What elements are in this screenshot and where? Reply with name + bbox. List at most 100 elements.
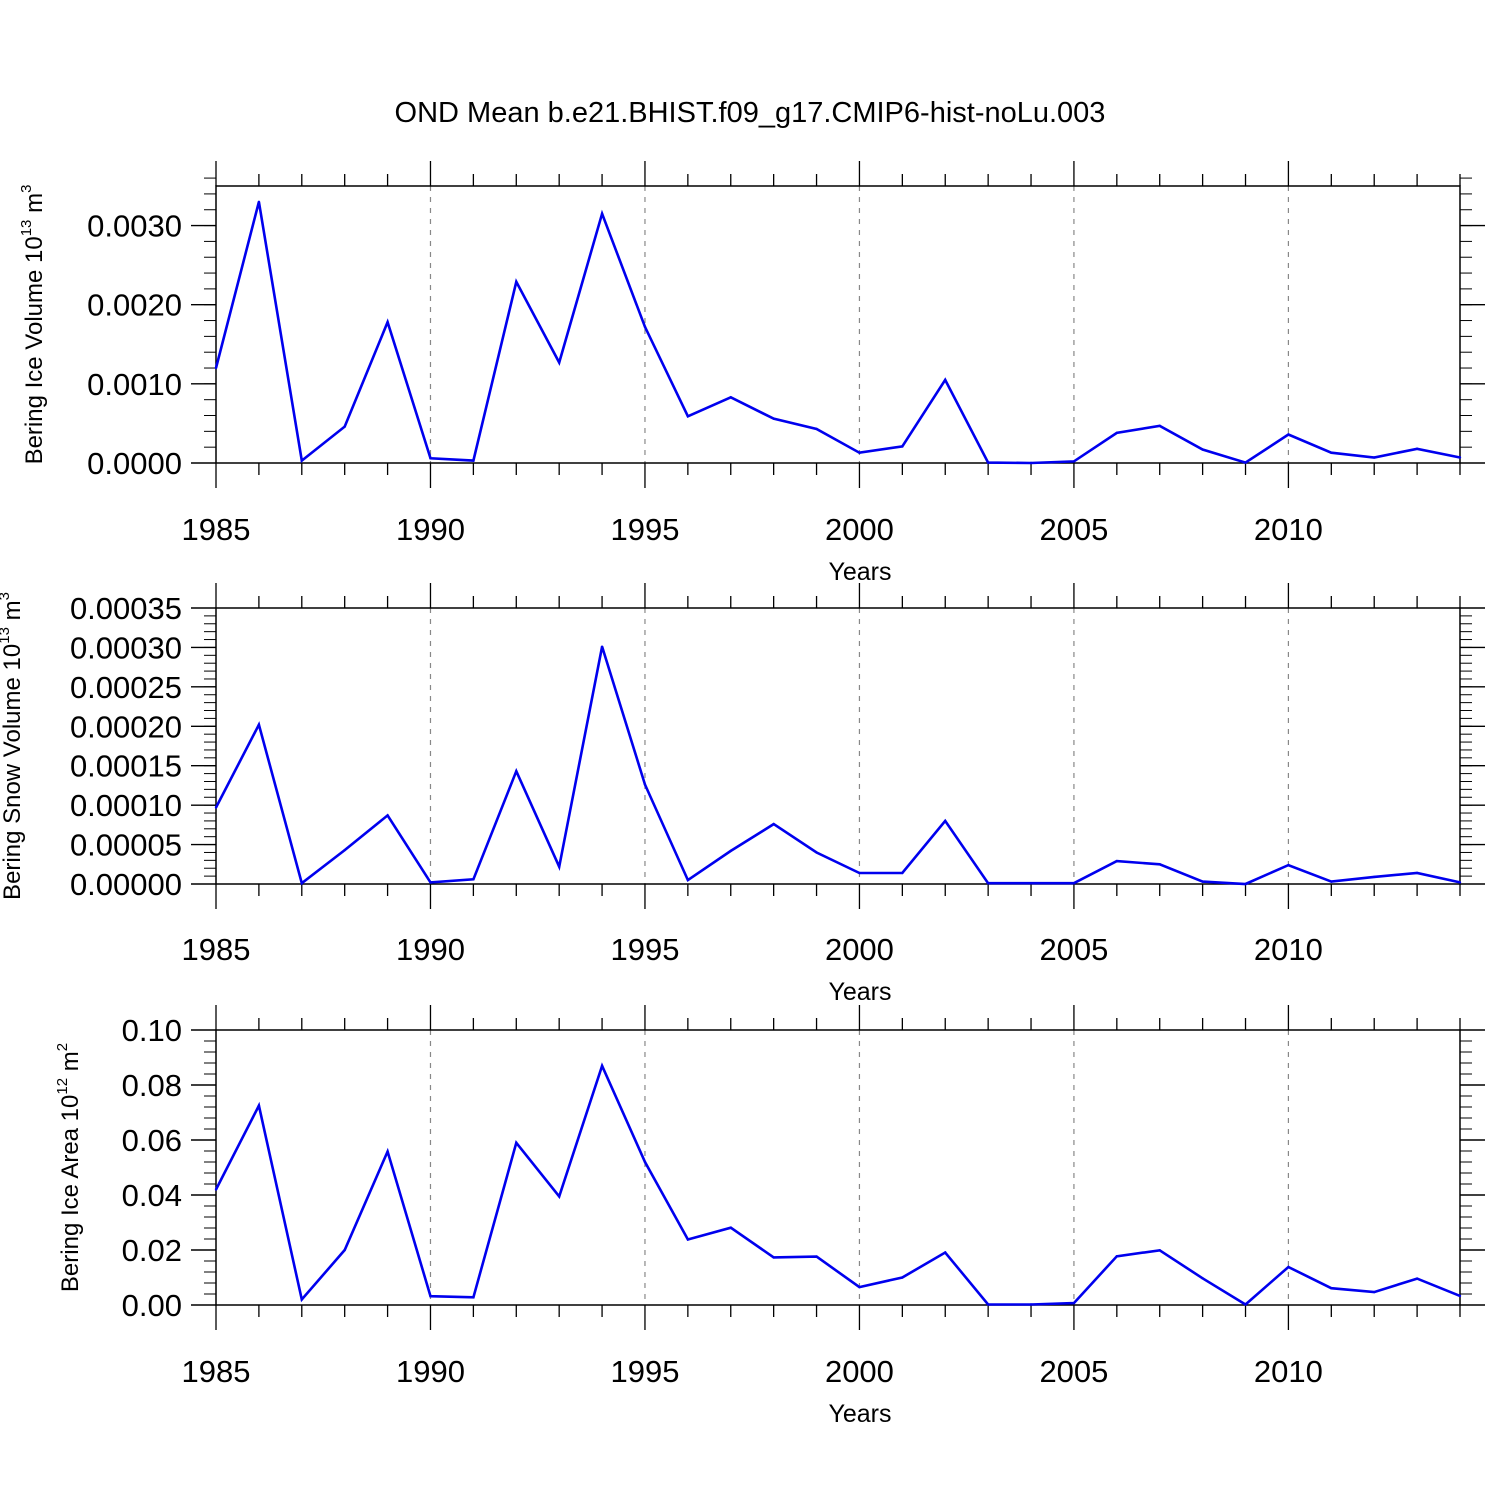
data-point (1072, 460, 1076, 463)
chart-panel-3: 0.00 0.02 0.04 0.06 0.08 0.10 1985 1990 1995 2000… (54, 1005, 1485, 1428)
x-tick-label: 2005 (1039, 932, 1108, 967)
x-tick-label: 2005 (1039, 512, 1108, 547)
data-point (729, 396, 732, 399)
data-point (1330, 1287, 1333, 1290)
data-point (1201, 880, 1204, 883)
data-point (1373, 875, 1376, 879)
data-point (343, 425, 346, 428)
y-tick-label: 0.08 (122, 1068, 182, 1103)
x-tick-label: 1995 (610, 932, 679, 967)
data-point (858, 451, 861, 454)
data-point (686, 1238, 690, 1241)
data-point (214, 366, 218, 370)
x-tick-label: 1985 (182, 512, 251, 547)
data-point (1244, 1303, 1247, 1306)
y-tick-label: 0.00025 (70, 670, 182, 705)
data-point (515, 1141, 518, 1144)
y-tick-label: 0.00030 (70, 630, 182, 665)
data-point (429, 457, 432, 460)
data-point (1158, 1249, 1161, 1252)
data-series-line (214, 646, 1461, 886)
data-point (557, 1195, 561, 1198)
y-tick-label: 0.0030 (87, 209, 182, 244)
data-point (1115, 1255, 1119, 1258)
data-series-line (214, 1062, 1461, 1307)
data-point (772, 822, 775, 826)
data-point (214, 1188, 218, 1191)
data-point (300, 882, 303, 885)
data-point (1201, 448, 1204, 451)
plot-frame (215, 1029, 1461, 1306)
data-point (515, 770, 518, 773)
data-point (901, 445, 904, 448)
data-point (1373, 456, 1376, 459)
data-point (600, 212, 604, 215)
data-point (1458, 881, 1462, 884)
data-series-line (214, 201, 1461, 465)
data-point (300, 1298, 303, 1301)
y-axis-title-unit: m (57, 1051, 84, 1078)
data-point (1415, 1277, 1419, 1280)
plot-frame (215, 607, 1461, 885)
y-tick-label: 0.00005 (70, 828, 182, 863)
y-tick-label: 0.06 (122, 1123, 182, 1158)
data-point (1072, 882, 1076, 885)
y-tick-label: 0.0020 (87, 288, 182, 323)
data-point (1287, 1265, 1290, 1269)
data-point (600, 1064, 604, 1067)
x-tick-label: 2000 (825, 932, 894, 967)
data-point (472, 459, 475, 462)
y-tick-label: 0.04 (122, 1178, 182, 1213)
data-point (1029, 882, 1033, 885)
data-point (729, 1226, 732, 1229)
data-point (643, 325, 647, 329)
data-point (643, 1160, 647, 1164)
data-point (944, 1251, 947, 1254)
panels: 0.0000 0.0010 0.0020 0.0030 1985 1990 1995 2000… (0, 161, 1485, 1428)
data-point (515, 280, 518, 283)
x-tick-label: 1995 (610, 1354, 679, 1389)
data-point (772, 417, 775, 420)
y-axis-title-text: Bering Ice Volume 10 (21, 236, 48, 464)
data-point (1330, 451, 1333, 454)
data-point (257, 200, 261, 204)
x-axis-title: Years (828, 978, 891, 1006)
data-point (1287, 433, 1290, 436)
data-point (944, 819, 947, 823)
y-axis-title-exp: 12 (54, 1078, 71, 1095)
data-point (815, 1255, 818, 1258)
x-tick-label: 1990 (396, 932, 465, 967)
chart-panel-1: 0.0000 0.0010 0.0020 0.0030 1985 1990 1995 2000… (18, 161, 1485, 586)
data-point (600, 645, 604, 648)
x-tick-label: 2005 (1039, 1354, 1108, 1389)
y-axis-title-exp: 13 (0, 627, 13, 644)
data-point (1244, 882, 1247, 886)
y-tick-label: 0.00015 (70, 749, 182, 784)
data-point (1458, 1294, 1462, 1298)
y-tick-label: 0.0010 (87, 367, 182, 402)
data-point (1201, 1277, 1204, 1280)
data-point (1244, 461, 1247, 464)
plot-frame (215, 185, 1461, 464)
chart-title: OND Mean b.e21.BHIST.f09_g17.CMIP6-hist-… (395, 97, 1106, 129)
data-point (729, 849, 732, 853)
data-point (214, 806, 218, 809)
y-tick-label: 0.00035 (70, 591, 182, 626)
data-point (343, 848, 346, 852)
y-axis-title-power: 2 (54, 1043, 71, 1051)
x-tick-label: 2010 (1254, 932, 1323, 967)
data-point (1458, 456, 1462, 459)
data-point (1415, 447, 1419, 450)
x-axis-title: Years (828, 558, 891, 586)
data-point (557, 865, 561, 868)
x-tick-label: 1995 (610, 512, 679, 547)
y-tick-label: 0.00000 (70, 867, 182, 902)
x-tick-label: 2010 (1254, 1354, 1323, 1389)
data-point (1373, 1290, 1376, 1294)
x-tick-label: 2000 (825, 512, 894, 547)
data-point (858, 1285, 861, 1289)
y-tick-label: 0.0000 (87, 446, 182, 481)
x-tick-label: 1985 (182, 932, 251, 967)
data-point (1287, 863, 1290, 867)
